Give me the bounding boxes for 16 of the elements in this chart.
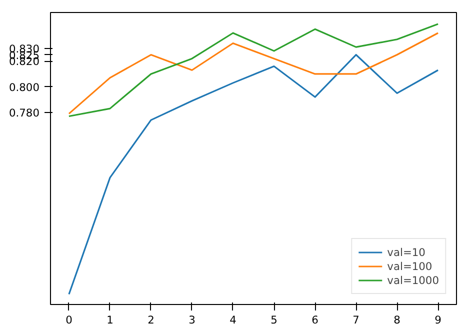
x-tick-label: 2 (148, 314, 154, 326)
x-tick-label: 9 (434, 314, 442, 326)
x-tick-label: 4 (230, 314, 237, 326)
y-tick-label: 0.800 (8, 80, 40, 94)
x-tick-label: 3 (188, 314, 196, 326)
x-tick-label: 7 (352, 314, 360, 326)
x-tick-label: 6 (312, 314, 319, 326)
x-tick-label: 0 (66, 314, 73, 326)
legend-label: val=1000 (387, 273, 439, 287)
legend-label: val=10 (387, 245, 426, 259)
legend-label: val=100 (387, 259, 432, 273)
x-tick-label: 1 (106, 314, 114, 326)
x-tick-label: 5 (270, 314, 278, 326)
line-series (68, 54, 439, 296)
y-tick-label: 0.780 (8, 106, 40, 120)
x-tick-label: 8 (394, 314, 401, 326)
